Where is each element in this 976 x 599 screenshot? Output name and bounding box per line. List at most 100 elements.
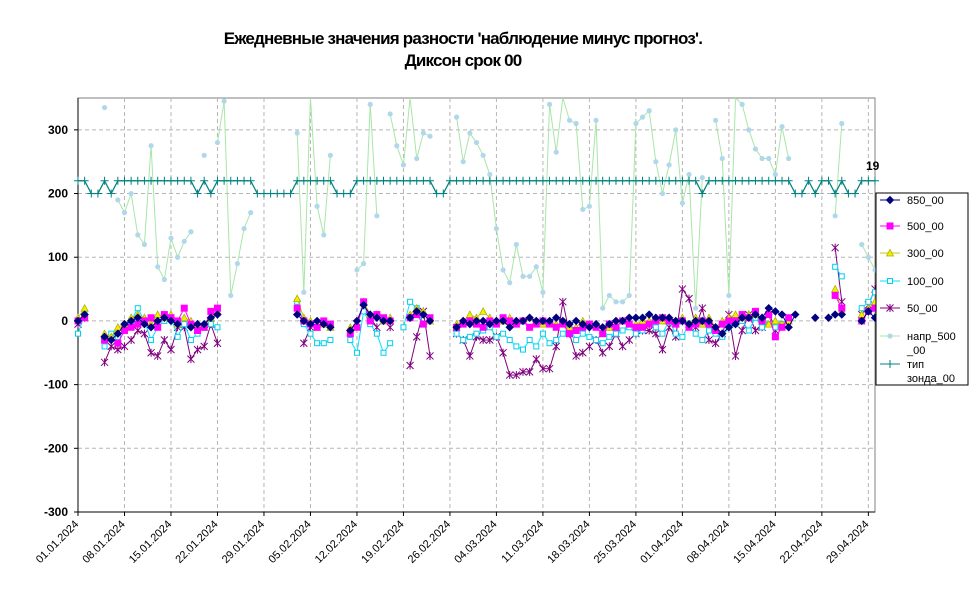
data-point [181,321,188,328]
data-point [764,319,773,328]
data-point [505,371,514,380]
data-point [425,316,435,326]
data-point [632,330,639,337]
data-point [545,316,554,326]
x-tick-label: 22.01.2024 [173,518,220,565]
data-point [319,319,328,329]
data-point [453,114,460,120]
data-point [419,310,428,319]
data-point [427,133,433,139]
data-point [625,313,634,322]
data-point [466,351,474,360]
series-тип-зонда_00 [74,176,879,198]
data-point [699,175,705,181]
legend-swatch-marker [887,333,893,339]
data-point [658,345,667,354]
data-point [598,348,607,357]
series-line [150,145,159,267]
data-point [698,189,707,198]
data-point [678,285,687,294]
data-point [387,111,393,117]
data-point [160,336,169,345]
data-point [824,176,833,185]
data-point [374,213,380,219]
series-line [402,97,411,165]
data-point [199,319,209,329]
data-point [400,324,407,331]
data-point [791,310,800,319]
series-line [210,180,219,194]
series-line [442,180,451,194]
data-point [580,206,586,213]
data-point [115,197,121,203]
series-line [84,180,92,194]
data-point [400,162,407,168]
data-point [739,101,745,107]
x-tick-label: 05.02.2024 [266,518,313,565]
y-tick-label: -300 [44,505,68,519]
series-напр_500_00 [101,97,878,311]
series-line [768,158,776,175]
series-line [349,180,358,194]
data-point [525,367,534,376]
data-point [299,316,309,326]
data-point [161,276,167,283]
series-line [827,180,836,194]
data-point [101,104,108,111]
series-line [216,101,225,143]
data-point [134,305,141,312]
data-point [513,241,519,248]
data-point [837,310,846,319]
data-point [698,304,707,313]
data-point [206,313,216,322]
data-point [619,327,626,334]
data-point [100,176,109,185]
data-point [759,324,766,331]
legend-label: 500_00 [907,221,944,233]
data-point [135,232,141,238]
data-point [505,323,514,332]
data-point [851,189,860,198]
data-point [175,254,181,260]
series-line [409,336,418,366]
data-point [652,324,659,331]
data-point [779,124,785,130]
data-point [160,313,169,322]
legend-label: тип [907,359,924,371]
data-point [552,323,560,331]
data-point [638,313,647,322]
x-tick-label: 25.03.2024 [592,518,639,565]
data-point [405,313,415,322]
series-line [210,323,218,344]
series-line [681,174,690,204]
series-line [549,104,557,153]
data-point [353,323,361,331]
legend-label: 850_00 [907,195,944,207]
data-point [572,326,580,334]
data-point [234,261,240,267]
data-point [625,320,633,328]
data-point [127,336,135,345]
data-point [539,364,547,373]
series-line [416,132,424,159]
data-point [412,332,421,341]
data-point [113,329,123,338]
x-tick-label: 12.02.2024 [313,518,360,565]
data-point [507,280,513,286]
data-point [766,155,772,162]
data-point [639,323,647,331]
data-point [519,367,527,376]
legend-item-напр_500_00: напр_500 _00 [880,331,956,357]
data-point [632,323,640,331]
data-point [306,319,315,329]
data-point [751,310,760,319]
data-point [705,336,713,345]
series-line [695,180,703,194]
data-point [213,339,222,348]
x-tick-label: 29.04.2024 [824,518,871,565]
data-point [539,330,546,337]
x-tick-label: 29.01.2024 [220,518,267,565]
data-point [294,130,300,136]
data-point [666,162,672,168]
series-line [329,180,338,194]
